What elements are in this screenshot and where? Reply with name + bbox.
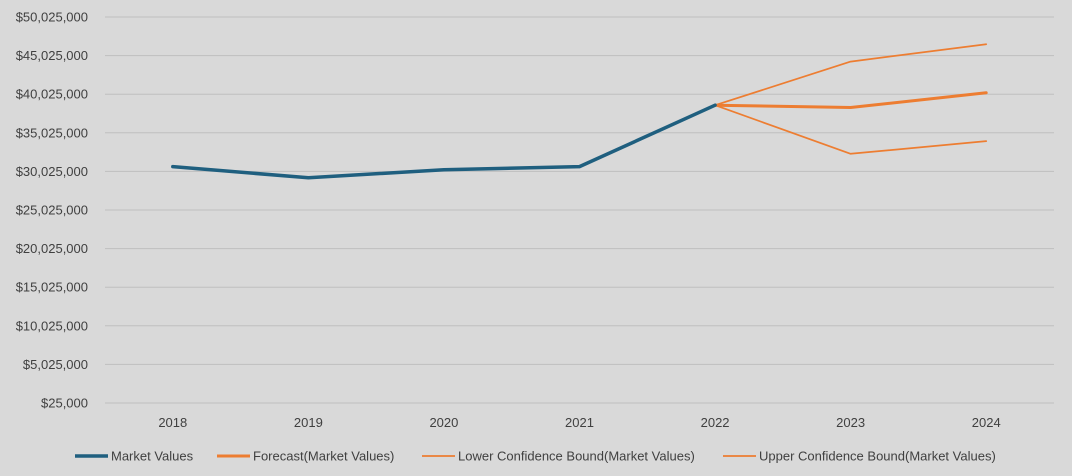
x-tick-label: 2024 xyxy=(972,415,1001,430)
y-tick-label: $10,025,000 xyxy=(16,318,88,333)
gridlines xyxy=(105,16,1054,404)
legend-label: Lower Confidence Bound(Market Values) xyxy=(458,449,695,464)
y-tick-label: $45,025,000 xyxy=(16,48,88,63)
y-tick-label: $25,025,000 xyxy=(16,203,88,218)
y-axis-ticks: $25,000 $5,025,000 $10,025,000 $15,025,000 $… xyxy=(16,10,88,411)
y-tick-label: $15,025,000 xyxy=(16,280,88,295)
series-line-0 xyxy=(171,103,717,180)
x-tick-label: 2019 xyxy=(294,415,323,430)
y-tick-label: $5,025,000 xyxy=(23,357,88,372)
series-line-1 xyxy=(713,91,988,109)
series-line-3 xyxy=(714,43,988,107)
legend-label: Upper Confidence Bound(Market Values) xyxy=(759,449,996,464)
series-line-2 xyxy=(714,104,988,155)
x-tick-label: 2018 xyxy=(158,415,187,430)
y-tick-label: $35,025,000 xyxy=(16,125,88,140)
x-tick-label: 2021 xyxy=(565,415,594,430)
y-tick-label: $50,025,000 xyxy=(16,10,88,25)
legend-label: Market Values xyxy=(111,449,194,464)
y-tick-label: $30,025,000 xyxy=(16,164,88,179)
y-tick-label: $25,000 xyxy=(41,396,88,411)
legend: Market Values Forecast(Market Values) Lowe… xyxy=(75,449,996,464)
x-tick-label: 2023 xyxy=(836,415,865,430)
x-tick-label: 2022 xyxy=(701,415,730,430)
x-tick-label: 2020 xyxy=(429,415,458,430)
y-tick-label: $40,025,000 xyxy=(16,87,88,102)
legend-label: Forecast(Market Values) xyxy=(253,449,394,464)
series-lines xyxy=(171,43,988,180)
x-axis-ticks: 2018 2019 2020 2021 2022 2023 2024 xyxy=(158,415,1000,430)
y-tick-label: $20,025,000 xyxy=(16,241,88,256)
